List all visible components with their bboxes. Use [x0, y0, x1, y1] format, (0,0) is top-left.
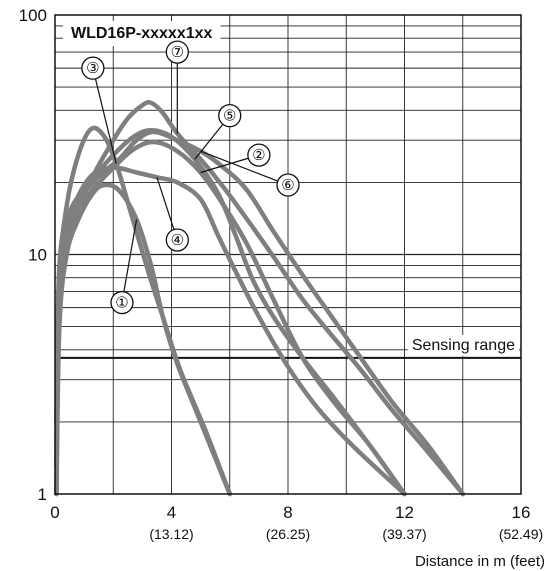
series-marker-circle — [165, 228, 189, 252]
series-marker-leader — [156, 177, 175, 230]
series-marker-leader — [94, 78, 117, 164]
sensing-range-label: Sensing range — [412, 337, 515, 354]
series-marker-leader — [200, 157, 249, 174]
series-marker-circle — [165, 40, 189, 64]
x-tick-sublabel: (39.37) — [382, 526, 426, 542]
x-tick-label: 8 — [283, 503, 292, 522]
series-marker-label: ③ — [86, 60, 99, 77]
chart-title-box: WLD16P-xxxxx1xx — [63, 21, 221, 46]
x-tick-sublabel: (52.49) — [499, 526, 543, 542]
plot-frame — [54, 14, 522, 495]
x-tick-sublabel: (13.12) — [149, 526, 193, 542]
series-marker-label: ④ — [171, 232, 184, 249]
series-line-5 — [54, 128, 407, 497]
sensing-range-label-background — [407, 334, 520, 356]
chart-title: WLD16P-xxxxx1xx — [71, 25, 213, 42]
x-tick-sublabel: (26.25) — [266, 526, 310, 542]
series-marker-circle — [81, 56, 105, 80]
series-marker-leader — [200, 150, 278, 182]
series-marker-label: ⑦ — [171, 44, 184, 61]
series-marker-circle — [218, 103, 242, 128]
sensing-range-label-box: Sensing range — [407, 334, 520, 356]
series-marker-leader — [194, 123, 224, 160]
series-marker-leader — [123, 219, 138, 292]
y-axis-ticks: 1 10 100 — [19, 6, 47, 504]
chart-title-background — [63, 21, 221, 46]
series-marker-circle — [247, 143, 271, 167]
series-marker-circle — [110, 290, 134, 315]
x-tick-label: 16 — [512, 503, 531, 522]
series-marker-label: ② — [252, 147, 265, 164]
x-tick-label: 4 — [167, 503, 176, 522]
series-marker-label: ⑤ — [223, 108, 236, 125]
y-tick-label: 10 — [28, 246, 47, 265]
x-axis-ticks: 0 4 (13.12) 8 (26.25) 12 (39.37) 16 (52.49) — [50, 503, 543, 542]
series-marker-label: ⑥ — [281, 177, 294, 194]
x-tick-label: 12 — [395, 503, 414, 522]
series-marker-circle — [276, 173, 300, 197]
y-tick-label: 100 — [19, 6, 47, 25]
series-marker-label: ① — [115, 295, 128, 312]
series-markers: ① ② ③ ④ ⑤ ⑥ ⑦ — [81, 40, 300, 315]
x-tick-label: 0 — [50, 503, 59, 522]
y-tick-label: 1 — [38, 485, 47, 504]
series-line-7 — [54, 100, 466, 497]
series-line-1 — [54, 182, 233, 497]
x-axis-title: Distance in m (feet) — [415, 553, 545, 570]
